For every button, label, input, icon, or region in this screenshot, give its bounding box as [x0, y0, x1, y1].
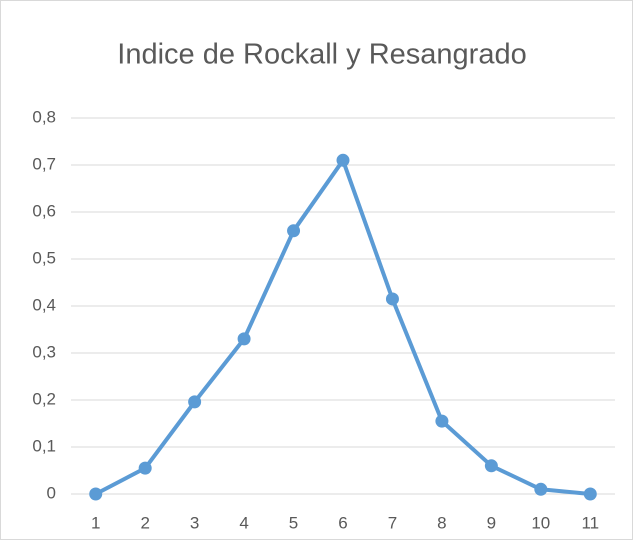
x-tick-label: 4 — [239, 513, 248, 532]
data-point — [237, 332, 251, 346]
x-tick-label: 1 — [91, 513, 100, 532]
x-tick-label: 11 — [581, 513, 599, 532]
data-point — [138, 461, 152, 475]
data-point — [385, 292, 399, 306]
x-tick-label: 8 — [437, 513, 446, 532]
y-tick-label: 0,6 — [32, 201, 56, 220]
y-tick-label: 0,5 — [32, 248, 56, 267]
x-tick-label: 3 — [190, 513, 199, 532]
x-tick-label: 6 — [338, 513, 347, 532]
chart-title: Indice de Rockall y Resangrado — [117, 39, 526, 71]
data-point — [336, 153, 350, 167]
x-tick-label: 7 — [388, 513, 397, 532]
y-tick-label: 0,7 — [32, 154, 56, 173]
y-tick-label: 0,1 — [32, 436, 56, 455]
y-tick-label: 0,3 — [32, 342, 56, 361]
data-point — [435, 414, 449, 428]
y-tick-label: 0,4 — [32, 295, 56, 314]
x-tick-label: 5 — [289, 513, 298, 532]
y-tick-label: 0 — [47, 483, 56, 502]
x-tick-label: 10 — [531, 513, 550, 532]
data-point — [484, 459, 498, 473]
x-tick-label: 9 — [487, 513, 496, 532]
x-tick-label: 2 — [140, 513, 149, 532]
data-point — [89, 487, 103, 501]
y-tick-label: 0,2 — [32, 389, 56, 408]
data-point — [534, 482, 548, 496]
data-point — [583, 487, 597, 501]
data-point — [287, 224, 301, 238]
data-point — [188, 395, 202, 409]
y-tick-label: 0,8 — [32, 107, 56, 126]
